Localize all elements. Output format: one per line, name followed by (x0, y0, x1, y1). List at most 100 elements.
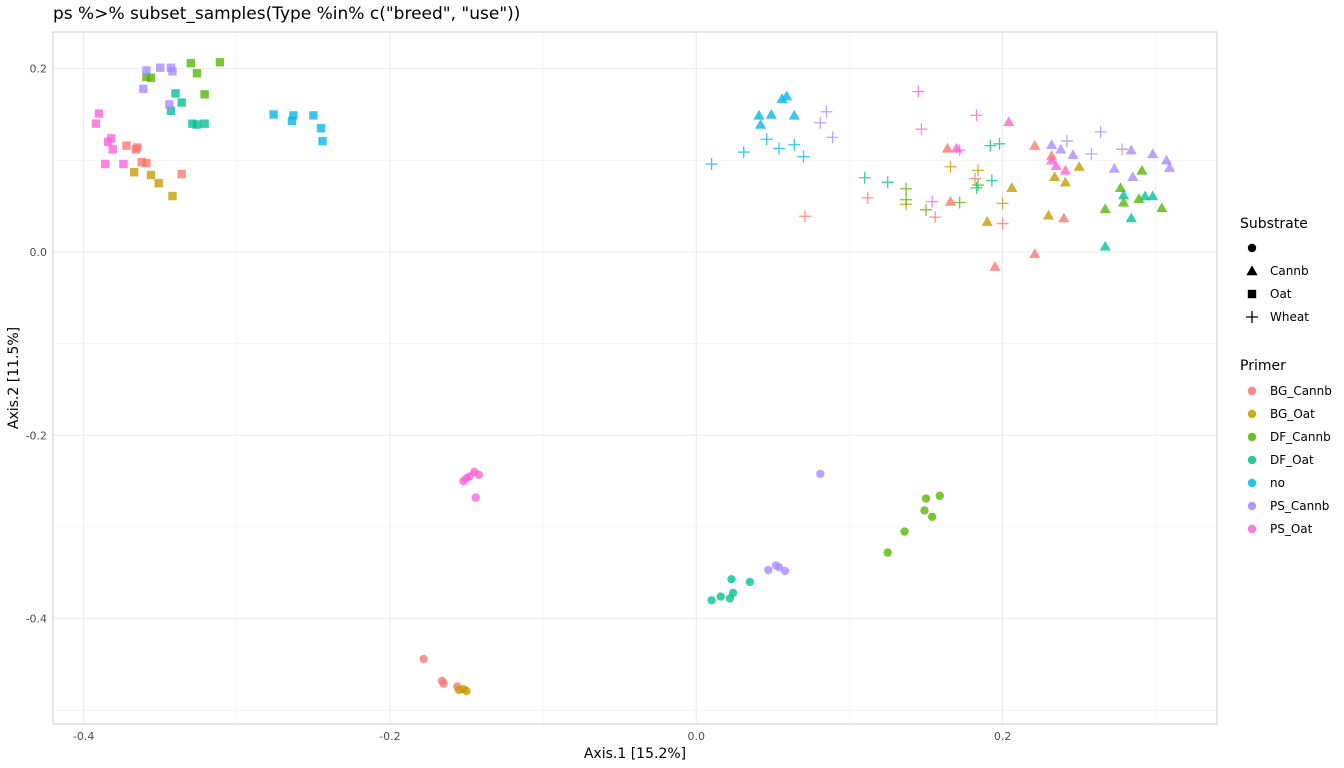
data-point (1163, 162, 1176, 172)
data-point (1049, 171, 1061, 182)
data-point (1059, 176, 1071, 187)
data-point (970, 181, 983, 194)
data-point (969, 172, 982, 185)
data-point (1125, 212, 1137, 223)
data-point (289, 111, 298, 120)
y-axis-title: Axis.2 [11.5%] (6, 327, 22, 429)
data-point (287, 116, 297, 126)
data-point (926, 195, 939, 208)
data-point (1156, 202, 1168, 213)
data-point (129, 168, 139, 177)
data-point (716, 592, 725, 601)
data-point (944, 195, 957, 206)
data-point (993, 137, 1006, 150)
data-point (951, 142, 963, 153)
data-point (707, 596, 716, 605)
data-point (1050, 160, 1062, 171)
data-points (91, 58, 1176, 696)
data-point (788, 138, 801, 151)
data-point (107, 134, 116, 143)
data-point (177, 169, 186, 179)
data-point (760, 133, 773, 146)
data-point (1136, 164, 1148, 175)
legend-key-shape (1247, 289, 1257, 299)
data-point (972, 164, 985, 177)
data-point (915, 123, 928, 136)
data-point (168, 67, 177, 76)
data-point (316, 124, 326, 133)
data-point (439, 679, 448, 688)
data-point (119, 159, 128, 169)
legend-label: Wheat (1270, 310, 1309, 324)
data-point (154, 179, 163, 188)
data-point (728, 588, 738, 598)
data-point (970, 109, 983, 122)
data-point (754, 118, 767, 129)
x-tick-label: -0.4 (73, 730, 94, 743)
data-point (318, 136, 327, 146)
legend-key-color (1247, 409, 1257, 419)
data-point (1139, 190, 1151, 201)
grid-lines (53, 32, 1217, 724)
data-point (1108, 162, 1120, 173)
legend-key-color (1247, 455, 1257, 465)
data-point (131, 145, 140, 154)
legend-label: PS_Oat (1270, 522, 1313, 536)
data-point (814, 116, 827, 129)
data-point (929, 211, 942, 224)
y-tick-label: -0.2 (26, 429, 47, 442)
chart-title: ps %>% subset_samples(Type %in% c("breed… (53, 4, 521, 24)
data-point (984, 139, 997, 152)
data-point (186, 58, 196, 68)
data-point (139, 84, 148, 94)
legend-key-shape (1246, 265, 1258, 276)
data-point (774, 563, 784, 572)
legend-key-color (1247, 432, 1257, 442)
data-point (165, 100, 174, 109)
data-point (996, 217, 1009, 230)
data-point (753, 109, 765, 120)
data-point (920, 506, 929, 515)
data-point (781, 90, 793, 101)
data-point (108, 145, 117, 154)
legend-label: DF_Oat (1270, 453, 1314, 467)
data-point (474, 470, 483, 479)
data-point (996, 197, 1009, 210)
legend: Substrate Cannb Oat Wheat Primer BG_Cannb BG_O… (1240, 216, 1332, 536)
data-point (166, 106, 176, 116)
x-tick-label: 0.0 (688, 730, 706, 743)
data-point (309, 111, 318, 120)
legend-label: DF_Cannb (1270, 430, 1331, 444)
data-point (953, 196, 966, 209)
y-tick-label: -0.4 (26, 613, 47, 626)
data-point (881, 176, 894, 189)
plot-panel-border (52, 31, 1218, 725)
data-point (1055, 143, 1067, 154)
legend-label: PS_Cannb (1270, 499, 1329, 513)
data-point (471, 493, 480, 502)
data-point (122, 141, 131, 150)
data-point (1085, 147, 1098, 160)
x-axis-title: Axis.1 [15.2%] (584, 746, 686, 762)
data-point (900, 182, 913, 195)
data-point (900, 527, 909, 536)
data-point (188, 119, 197, 128)
data-point (745, 577, 755, 587)
legend-key-color (1247, 501, 1257, 511)
data-point (944, 160, 957, 173)
data-point (1117, 189, 1130, 200)
data-point (459, 476, 468, 486)
data-point (861, 191, 874, 204)
data-point (989, 261, 1001, 271)
data-point (419, 654, 428, 664)
data-point (1117, 196, 1130, 207)
data-point (1073, 161, 1085, 171)
data-point (972, 179, 985, 192)
data-point (137, 157, 147, 167)
primer-legend-title: Primer (1240, 358, 1286, 374)
data-point (764, 565, 773, 575)
data-point (981, 216, 993, 226)
data-point (797, 150, 810, 163)
data-point (900, 193, 913, 206)
